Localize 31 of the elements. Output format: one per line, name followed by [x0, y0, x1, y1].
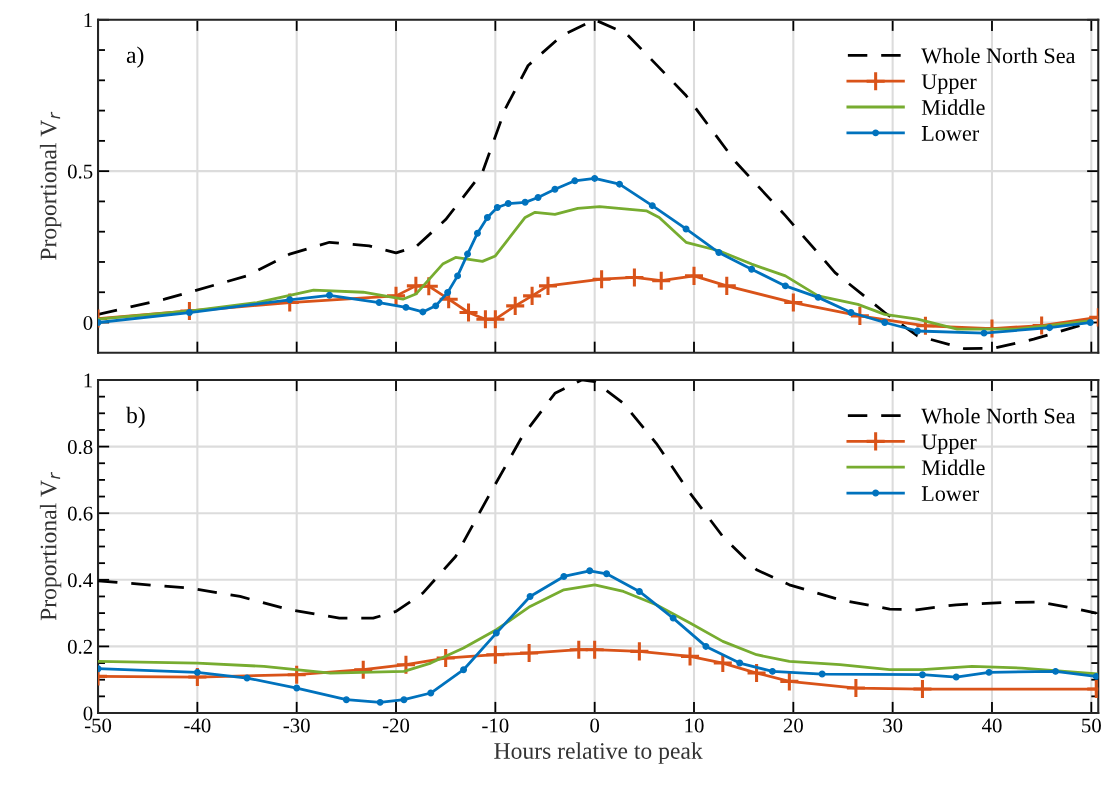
- y-axis-title: Proportional V$_{r}$: [39, 472, 62, 621]
- y-axis-title: Proportional V$_{r}$: [39, 111, 62, 260]
- y-tick-label: 0.2: [67, 639, 93, 654]
- x-tick-label: 10: [685, 718, 704, 733]
- x-tick-label: 40: [981, 718, 1002, 733]
- y-tick-label: 0.6: [67, 506, 93, 521]
- legend-label: Upper: [921, 74, 977, 94]
- legend-label: Whole North Sea: [921, 407, 1076, 424]
- x-tick-label: 0: [590, 718, 600, 733]
- x-tick-label: 30: [883, 718, 903, 733]
- legend-label: Lower: [921, 486, 979, 502]
- y-tick-label: 1: [84, 373, 92, 388]
- x-tick-label: -30: [283, 718, 310, 733]
- legend-label: Middle: [921, 459, 985, 476]
- annotation: b): [126, 406, 145, 429]
- legend-label: Upper: [921, 434, 977, 454]
- x-tick-label: 20: [783, 718, 803, 733]
- x-axis-title: Hours relative to peak: [494, 742, 703, 764]
- legend-label: Lower: [921, 126, 979, 141]
- legend-label: Whole North Sea: [921, 47, 1076, 64]
- y-tick-label: 0.5: [67, 164, 93, 179]
- x-tick-label: 50: [1082, 718, 1101, 733]
- x-tick-label: -40: [184, 718, 211, 733]
- y-tick-label: 1: [84, 13, 92, 27]
- y-tick-label: 0: [83, 315, 93, 330]
- legend-label: Middle: [921, 99, 985, 115]
- x-tick-label: -10: [482, 718, 509, 733]
- y-tick-label: 0.4: [67, 573, 93, 588]
- y-tick-label: 0.8: [67, 439, 93, 455]
- x-tick-label: -20: [382, 718, 410, 733]
- annotation: a): [126, 46, 144, 68]
